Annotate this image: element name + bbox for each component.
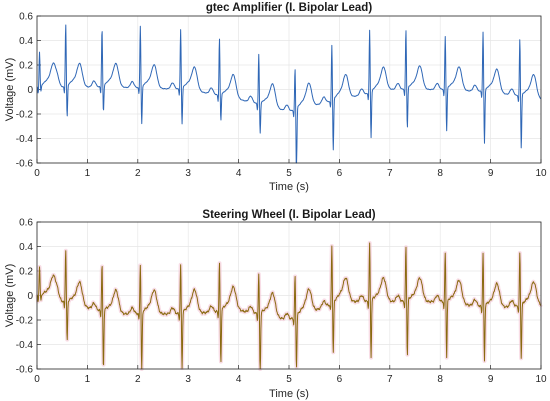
y-tick-label: 0	[27, 85, 33, 96]
y-tick-label: -0.2	[16, 316, 34, 327]
chart-title: Steering Wheel (I. Bipolar Lead)	[202, 209, 375, 221]
ticks: 0 1 2 3 4 5 6 7 8 9 10 -0.6 -0.4 -0.2 0 0.2 0.4 0.6	[16, 218, 547, 386]
x-tick-label: 6	[337, 374, 343, 385]
x-tick-label: 4	[236, 374, 242, 385]
ticks: 0 1 2 3 4 5 6 7 8 9 10 -0.6 -0.4 -0.2 0 0.2 0.4 0.6	[16, 12, 547, 180]
x-tick-label: 0	[34, 374, 40, 385]
x-tick-label: 1	[85, 168, 91, 179]
y-tick-label: 0.4	[19, 242, 33, 253]
x-tick-label: 6	[337, 168, 343, 179]
x-tick-label: 9	[488, 374, 494, 385]
x-tick-label: 8	[437, 168, 443, 179]
x-tick-label: 3	[185, 168, 191, 179]
x-axis-label: Time (s)	[269, 181, 309, 193]
chart-panel-steering-wheel: Steering Wheel (I. Bipolar Lead) 0 1 2 3 4 5 6…	[4, 209, 547, 400]
y-tick-label: 0.6	[19, 12, 33, 23]
x-tick-label: 7	[387, 168, 393, 179]
x-tick-label: 2	[135, 374, 141, 385]
y-tick-label: -0.4	[16, 340, 34, 351]
x-tick-label: 8	[437, 374, 443, 385]
x-tick-label: 1	[85, 374, 91, 385]
x-tick-label: 3	[185, 374, 191, 385]
y-tick-label: 0.6	[19, 218, 33, 229]
x-tick-label: 5	[286, 168, 292, 179]
chart-panel-gtec: gtec Amplifier (I. Bipolar Lead) 0 1 2 3 4 5 6…	[4, 2, 547, 193]
y-tick-label: 0.4	[19, 36, 33, 47]
y-tick-label: -0.6	[16, 365, 34, 376]
series-line	[36, 24, 542, 164]
x-tick-label: 2	[135, 168, 141, 179]
x-tick-label: 4	[236, 168, 242, 179]
x-axis-label: Time (s)	[269, 388, 309, 400]
x-tick-label: 7	[387, 374, 393, 385]
y-axis-label: Voltage (mV)	[4, 58, 16, 122]
series	[35, 240, 543, 371]
y-tick-label: -0.6	[16, 159, 34, 170]
y-tick-label: -0.2	[16, 110, 34, 121]
series-line	[36, 242, 542, 370]
y-tick-label: 0	[27, 291, 33, 302]
axes-frame	[36, 15, 542, 164]
y-axis-label: Voltage (mV)	[4, 264, 16, 328]
x-tick-label: 10	[535, 168, 547, 179]
x-tick-label: 0	[34, 168, 40, 179]
x-tick-label: 9	[488, 168, 494, 179]
x-tick-label: 10	[535, 374, 547, 385]
x-tick-label: 5	[286, 374, 292, 385]
chart-title: gtec Amplifier (I. Bipolar Lead)	[206, 2, 373, 14]
y-tick-label: -0.4	[16, 134, 34, 145]
axes-frame	[36, 221, 542, 370]
y-tick-label: 0.2	[19, 61, 33, 72]
series	[36, 24, 542, 164]
y-tick-label: 0.2	[19, 267, 33, 278]
